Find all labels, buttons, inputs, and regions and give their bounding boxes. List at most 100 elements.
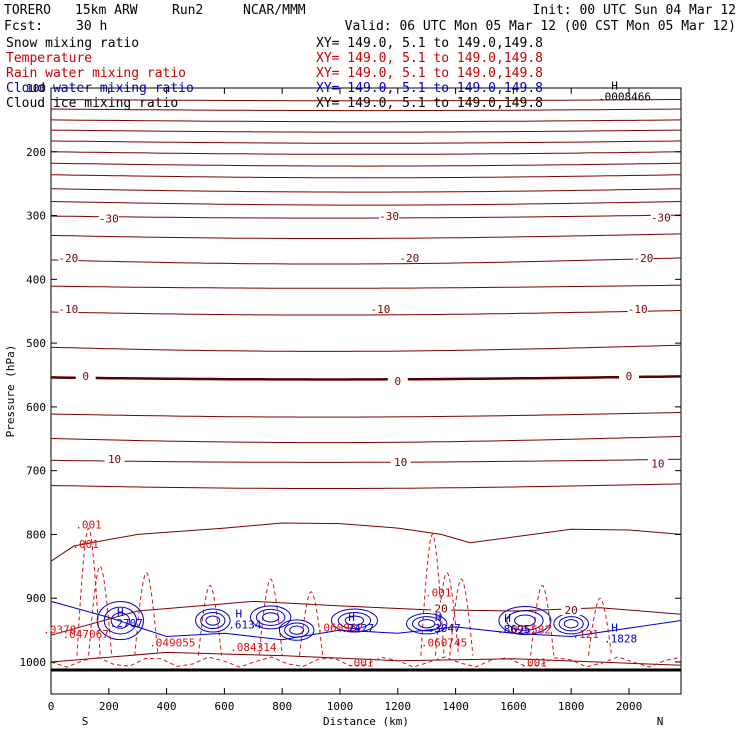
isotherm-line [50, 174, 682, 179]
rain-label: .084314 [230, 641, 277, 654]
temperature-label: 10 [108, 453, 121, 466]
cloud-water-contour [96, 600, 144, 641]
isotherm-line [50, 344, 682, 352]
cloud-water-contour [405, 613, 448, 635]
contour-label-bg [58, 302, 79, 314]
rain-label: .001 [425, 586, 452, 599]
isotherm-line [50, 257, 682, 265]
model-resolution: 15km ARW [75, 3, 138, 18]
rain-label: .121 [572, 628, 599, 641]
isotherm-line [50, 162, 682, 167]
model-name: TORERO [4, 3, 51, 18]
isotherm-zero [50, 375, 682, 381]
forecast-label: Fcst: [4, 19, 43, 34]
cloud-water-contour [330, 608, 379, 633]
isotherm-line [51, 99, 681, 102]
cloud-water-contour [289, 625, 305, 635]
temperature-label: 20 [565, 604, 578, 617]
maximum-value: .1828 [604, 632, 637, 645]
maximum-marker: H [236, 607, 243, 620]
rain-label: .060745 [421, 637, 467, 650]
y-tick-label: 1000 [20, 656, 47, 669]
rain-label: .0378 [43, 623, 76, 636]
contour-label-bg [390, 456, 411, 468]
maximum-marker: H [611, 79, 618, 92]
temperature-label: -20 [58, 252, 78, 265]
isotherm-line [50, 522, 682, 562]
isotherm-line [50, 140, 682, 144]
contour-label-bg [618, 369, 639, 381]
legend-item-1: Temperature [6, 51, 92, 66]
forecast-value: 30 h [76, 19, 107, 34]
rain-label: .049055 [149, 637, 195, 650]
x-tick-label: 200 [99, 700, 119, 713]
y-tick-label: 300 [26, 210, 46, 223]
y-tick-label: 600 [26, 401, 46, 414]
y-axis-label: Pressure (hPa) [4, 345, 17, 438]
maximum-marker: H [435, 611, 442, 624]
maximum-marker: H [117, 606, 124, 619]
rain-contour [134, 572, 159, 656]
x-axis-label: Distance (km) [323, 715, 409, 728]
temperature-label: 0 [82, 370, 89, 383]
x-tick-label: 1400 [442, 700, 469, 713]
temperature-label: 10 [394, 456, 407, 469]
maximum-value: .0008466 [598, 90, 651, 103]
contour-labels: -30 -30 -30 -20 -20 -20 -10 -10 -10 0 0 0 10 10 10 20 20… [43, 79, 671, 669]
model-run: Run2 [172, 3, 203, 18]
temperature-label: -10 [58, 303, 78, 316]
rain-contour [449, 578, 474, 656]
contour-label-bg [58, 251, 79, 263]
legend-xy-4: XY= 149.0, 5.1 to 149.0,149.8 [316, 96, 543, 111]
plot-area: -30 -30 -30 -20 -20 -20 -10 -10 -10 0 0 0 10 10 10 20 20… [43, 79, 682, 695]
isotherm-line [50, 651, 682, 666]
rain-label: .001 [72, 538, 99, 551]
contour-label-bg [75, 369, 96, 381]
temperature-contours [50, 99, 682, 666]
cloud-water-contour [110, 612, 131, 629]
contour-label-bg [399, 251, 420, 263]
contour-label-bg [627, 302, 648, 314]
temperature-label: -20 [399, 252, 419, 265]
rain-label: .001 [520, 656, 547, 669]
axes: 0 200 400 600 800 1000 1200 1400 1600 1800 2000100… [20, 82, 681, 713]
rain-label: .001 [347, 656, 374, 669]
cloud-water-contour [278, 619, 315, 641]
maximum-value: .6134 [228, 618, 261, 631]
cloud-water-contour [337, 612, 372, 630]
temperature-label: -30 [379, 210, 399, 223]
contour-label-bg [650, 211, 671, 223]
contour-label-bg [370, 302, 391, 314]
valid-time: Valid: 06 UTC Mon 05 Mar 12 (00 CST Mon … [345, 19, 736, 34]
cloud-water-contour [205, 615, 221, 626]
legend-xy-0: XY= 149.0, 5.1 to 149.0,149.8 [316, 36, 543, 51]
temperature-label: 20 [435, 603, 448, 616]
legend-xy-2: XY= 149.0, 5.1 to 149.0,149.8 [316, 66, 543, 81]
maximum-value: .3047 [428, 622, 461, 635]
cloud-water-contour [498, 606, 552, 636]
x-tick-label: 2000 [616, 700, 643, 713]
y-tick-label: 900 [26, 592, 46, 605]
rain-contour [50, 656, 682, 668]
contour-label-bg [387, 375, 408, 387]
isotherm-line [50, 436, 682, 444]
isotherm-line [50, 284, 682, 289]
maximum-value: .2427 [341, 622, 374, 635]
cloud-water-contours [50, 600, 682, 641]
rain-contour [530, 584, 555, 656]
cloud-water-contour [514, 614, 536, 627]
isotherm-line [50, 310, 682, 316]
temperature-label: -10 [628, 303, 648, 316]
contour-label-bg [379, 209, 400, 221]
contour-label-bg [647, 457, 668, 469]
isotherm-line [50, 412, 682, 418]
cloud-water-contour [506, 610, 544, 631]
right-endpoint: N [657, 715, 664, 728]
cloud-water-contour [558, 616, 584, 632]
cloud-water-contour [249, 605, 292, 630]
rain-label: .047067 [62, 628, 108, 641]
rain-contours [50, 527, 682, 668]
x-tick-label: 1200 [385, 700, 412, 713]
cloud-water-contour [255, 608, 286, 626]
